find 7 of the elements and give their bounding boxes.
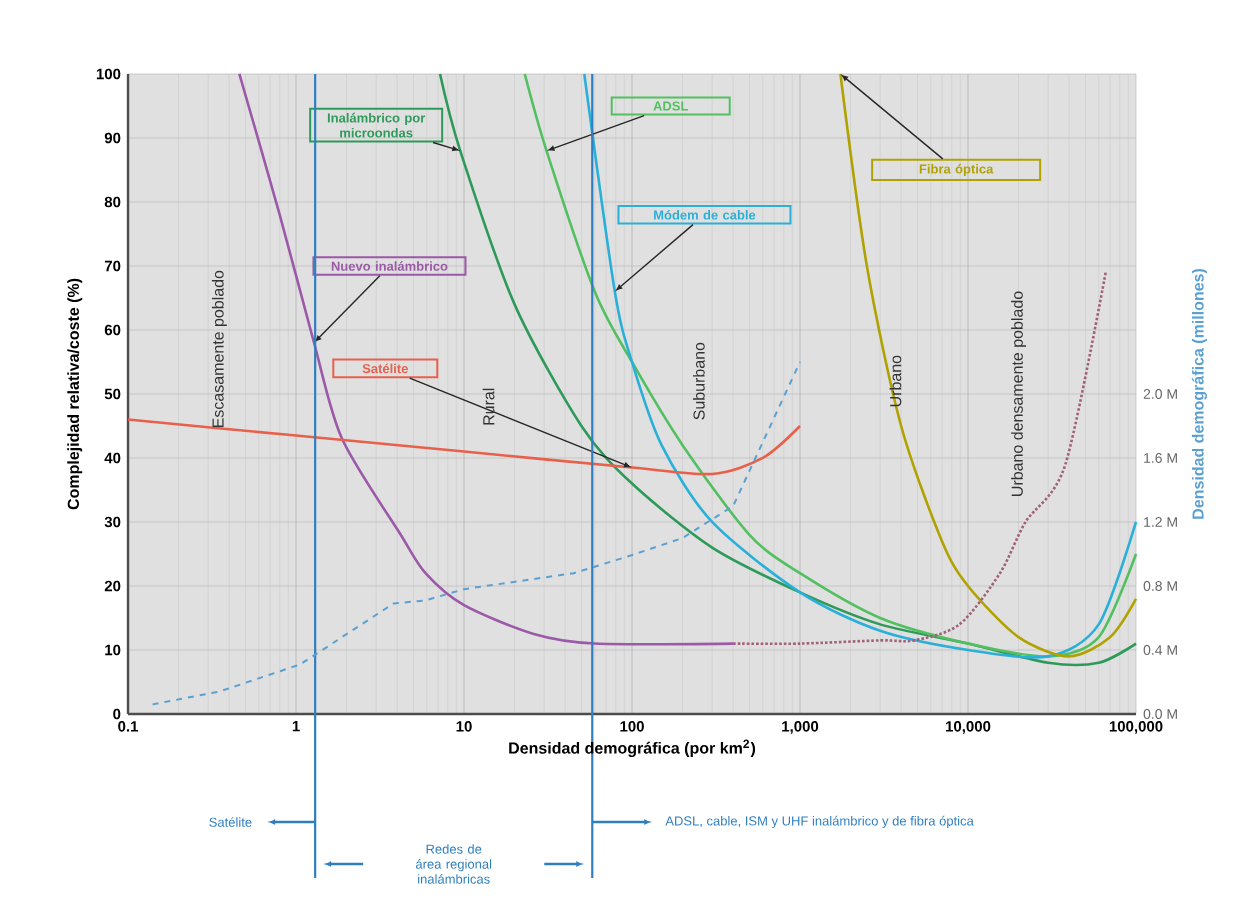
annotation: Escasamente poblado (211, 270, 227, 428)
annotation: Urbano densamente poblado (1011, 291, 1027, 496)
y-axis-title: Complejidad relativa/coste (%) (67, 278, 83, 510)
annotation: Urbano (889, 355, 902, 407)
y2-axis-title: Densidad demográfica (millones) (1191, 269, 1207, 519)
annotation: Rural (482, 388, 495, 425)
annotation: Suburbano (692, 342, 705, 420)
